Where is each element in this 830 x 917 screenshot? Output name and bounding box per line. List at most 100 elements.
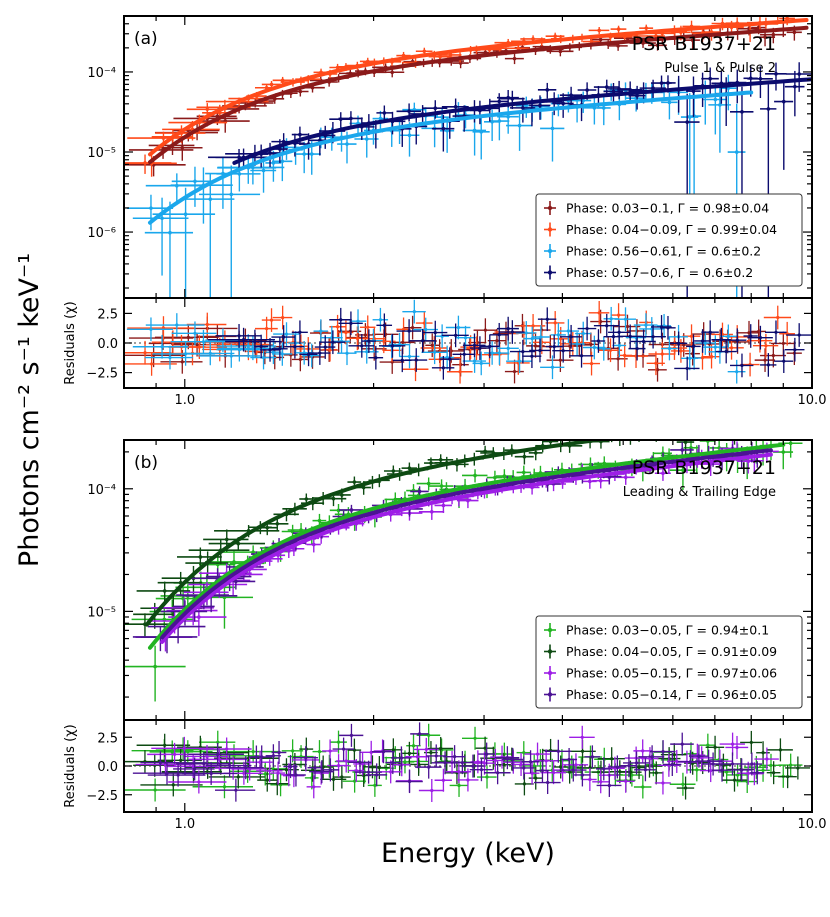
- residual-point: [715, 753, 732, 777]
- residual-point: [649, 761, 664, 785]
- data-point: [610, 25, 627, 33]
- residual-point: [617, 324, 643, 349]
- residual-point: [524, 761, 540, 785]
- residual-point: [726, 763, 749, 787]
- residual-axis-label: Residuals (χ): [63, 724, 78, 807]
- residual-point: [439, 345, 455, 370]
- y-tick-label: 10⁻⁴: [87, 483, 116, 498]
- residual-point: [126, 317, 174, 342]
- residual-point: [575, 321, 592, 346]
- residual-point: [402, 299, 426, 324]
- data-point: [596, 96, 611, 126]
- residual-point: [515, 321, 537, 345]
- residual-point: [365, 763, 388, 787]
- residual-point: [674, 356, 700, 381]
- x-axis-label: Energy (keV): [381, 838, 555, 869]
- data-point: [786, 62, 812, 92]
- residual-point: [435, 324, 449, 349]
- residual-point: [349, 309, 367, 334]
- residual-point: [784, 337, 805, 362]
- legend-item: Phase: 0.56−0.61, Γ = 0.6±0.2: [544, 244, 761, 259]
- residual-point: [376, 313, 393, 338]
- residual-point: [320, 325, 343, 350]
- residual-point: [656, 314, 671, 338]
- residual-point: [592, 770, 609, 794]
- residual-point: [451, 751, 473, 775]
- residual-point: [292, 746, 318, 770]
- data-point: [272, 76, 293, 85]
- data-point: [416, 477, 441, 491]
- y-tick-label: 10⁻⁵: [87, 146, 116, 161]
- residual-point: [367, 773, 382, 797]
- residual-point: [756, 741, 770, 765]
- residual-point: [557, 319, 579, 343]
- data-point: [716, 415, 732, 436]
- data-point: [504, 53, 524, 65]
- residual-point: [254, 334, 269, 359]
- residual-point: [731, 758, 752, 782]
- residual-point: [469, 336, 490, 360]
- data-point: [706, 408, 725, 425]
- residual-y-tick-label: 0.0: [97, 337, 118, 352]
- main-plot-area: [124, 408, 803, 702]
- residual-point: [596, 757, 612, 781]
- residual-point: [479, 334, 500, 359]
- data-point: [489, 93, 509, 113]
- residual-point: [418, 778, 445, 802]
- residual-point: [271, 325, 296, 349]
- data-point: [422, 100, 448, 119]
- residual-point: [273, 322, 300, 346]
- residual-point: [740, 730, 763, 754]
- residual-point: [767, 738, 793, 762]
- residual-point: [124, 778, 186, 802]
- residual-point: [271, 336, 288, 361]
- legend-marker: [547, 627, 553, 633]
- data-point: [661, 416, 687, 435]
- residual-point: [494, 746, 520, 770]
- residual-point: [462, 726, 488, 750]
- residual-point: [183, 341, 235, 366]
- residual-point: [699, 733, 716, 757]
- residual-point: [257, 768, 277, 792]
- data-point: [765, 62, 787, 91]
- model-curve-3: [160, 448, 773, 640]
- residual-point: [662, 752, 682, 776]
- data-point: [132, 197, 189, 276]
- residual-point: [546, 348, 574, 373]
- residual-point: [648, 342, 676, 366]
- legend-marker: [547, 670, 553, 676]
- residual-point: [299, 342, 318, 367]
- data-point: [439, 117, 455, 153]
- panel-title: PSR B1937+21: [632, 33, 776, 55]
- residual-point: [222, 740, 281, 764]
- residual-point: [135, 753, 193, 777]
- residual-point: [703, 335, 727, 359]
- residual-point: [136, 733, 191, 757]
- residual-point: [307, 756, 323, 780]
- model-curve-2: [148, 90, 754, 225]
- residual-point: [306, 775, 321, 799]
- residual-point: [747, 325, 773, 350]
- residual-point: [271, 740, 287, 764]
- data-point: [540, 111, 565, 162]
- data-point: [431, 115, 455, 152]
- legend-label: Phase: 0.05−0.15, Γ = 0.97±0.06: [566, 666, 777, 681]
- residual-point: [332, 765, 351, 789]
- data-point: [647, 40, 667, 51]
- residual-point: [628, 336, 646, 361]
- residual-point: [509, 339, 536, 364]
- data-point: [669, 75, 688, 113]
- residual-point: [160, 740, 213, 764]
- residual-point: [694, 329, 711, 353]
- residual-point: [132, 334, 189, 359]
- data-point: [537, 82, 557, 99]
- residual-point: [434, 768, 452, 792]
- residual-point: [469, 758, 493, 782]
- residual-point: [497, 316, 519, 341]
- residual-point: [529, 338, 551, 363]
- residual-point: [607, 755, 627, 779]
- data-point: [784, 70, 805, 117]
- legend: Phase: 0.03−0.1, Γ = 0.98±0.04 Phase: 0.0…: [535, 193, 803, 287]
- x-tick-label: 10.0: [798, 393, 827, 408]
- residual-point: [639, 745, 665, 769]
